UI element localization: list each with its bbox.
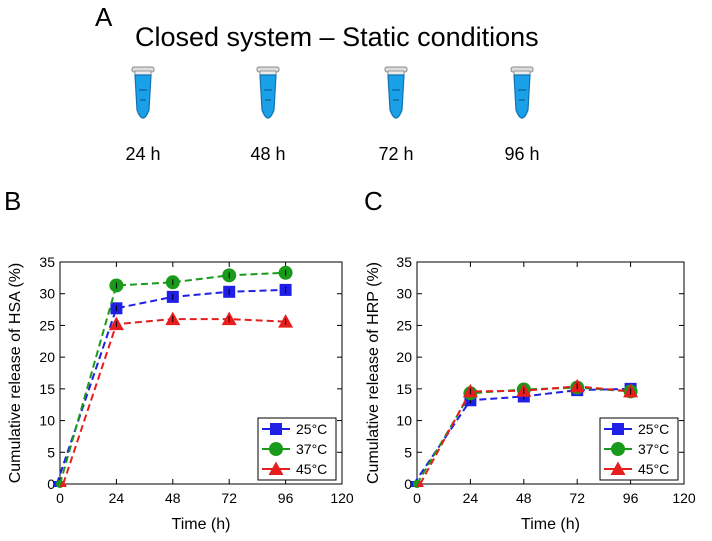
x-tick-label: 120 — [672, 490, 696, 506]
x-tick-label: 120 — [330, 490, 354, 506]
data-point — [59, 480, 67, 487]
panel-c-label: C — [364, 186, 383, 216]
x-tick-label: 24 — [109, 490, 125, 506]
chart-hrp: 0 5 10 15 20 25 30 35 0 24 48 72 96 120 Time (h) Cumula… — [365, 254, 696, 533]
y-tick-label: 30 — [39, 286, 55, 302]
y-tick-label: 10 — [396, 413, 412, 429]
plot-frame — [59, 261, 343, 485]
x-tick-label: 48 — [516, 490, 532, 506]
y-tick-label: 25 — [39, 317, 55, 333]
y-tick-label: 10 — [39, 413, 55, 429]
x-tick-label: 0 — [56, 490, 64, 506]
legend-marker — [268, 461, 284, 475]
y-tick-label: 20 — [39, 349, 55, 365]
y-tick-label: 5 — [404, 444, 412, 460]
legend-marker — [612, 423, 624, 435]
x-tick-label: 96 — [623, 490, 639, 506]
y-axis-label: Cumulative release of HSA (%) — [7, 263, 24, 484]
legend-marker — [610, 461, 626, 475]
x-tick-label: 96 — [278, 490, 294, 506]
y-tick-label: 35 — [396, 254, 412, 270]
legend-marker — [270, 423, 282, 435]
series-line — [62, 318, 286, 485]
y-tick-label: 15 — [39, 381, 55, 397]
y-tick-label: 5 — [47, 444, 55, 460]
microtube-icon — [131, 66, 155, 119]
x-tick-label: 24 — [463, 490, 479, 506]
y-tick-label: 25 — [396, 317, 412, 333]
plot-frame — [416, 261, 685, 485]
tube-time-label: 24 h — [125, 144, 161, 164]
x-axis-label: Time (h) — [172, 516, 231, 533]
x-axis-label: Time (h) — [521, 516, 580, 533]
legend-label: 25°C — [638, 421, 669, 437]
tube-time-label: 72 h — [378, 144, 414, 164]
y-tick-label: 0 — [404, 476, 412, 492]
y-tick-label: 15 — [396, 381, 412, 397]
y-tick-label: 0 — [47, 476, 55, 492]
series-line — [412, 387, 631, 485]
tube-time-label: 48 h — [250, 144, 286, 164]
x-tick-label: 72 — [569, 490, 585, 506]
y-axis-label: Cumulative release of HRP (%) — [365, 262, 382, 484]
microtube-icon — [384, 66, 408, 119]
x-tick-label: 72 — [221, 490, 237, 506]
y-tick-label: 20 — [396, 349, 412, 365]
legend-marker — [611, 442, 625, 456]
x-tick-label: 48 — [165, 490, 181, 506]
y-tick-label: 35 — [39, 254, 55, 270]
microtube-icon — [256, 66, 280, 119]
microtube-icon — [510, 66, 534, 119]
chart-hsa: 0 5 10 15 20 25 30 35 0 24 48 72 96 120 Time (h) Cumula… — [7, 254, 354, 533]
legend-label: 37°C — [638, 441, 669, 457]
legend-label: 37°C — [296, 441, 327, 457]
y-tick-label: 30 — [396, 286, 412, 302]
series-line — [59, 271, 286, 485]
tube-time-label: 96 h — [504, 144, 540, 164]
page-title: Closed system – Static conditions — [135, 22, 539, 52]
legend-marker — [269, 442, 283, 456]
x-tick-label: 0 — [413, 490, 421, 506]
data-point — [416, 480, 424, 487]
panel-b-label: B — [4, 186, 22, 216]
panel-a-label: A — [95, 2, 113, 32]
legend-label: 25°C — [296, 421, 327, 437]
legend-label: 45°C — [296, 461, 327, 477]
legend-label: 45°C — [638, 461, 669, 477]
